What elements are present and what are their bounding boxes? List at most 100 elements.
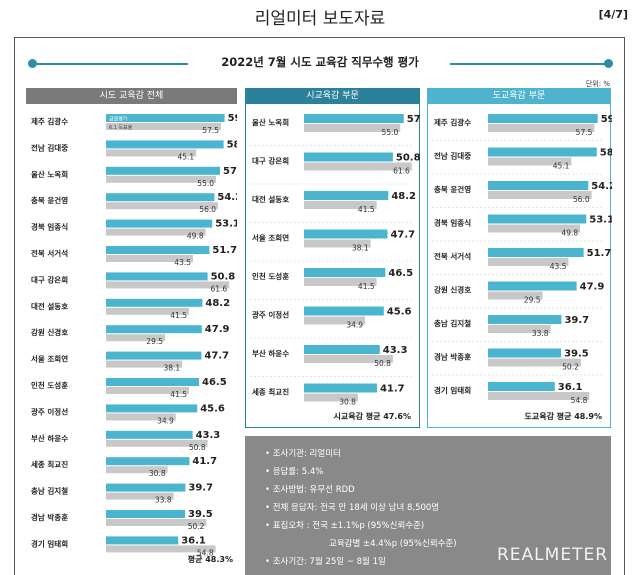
- bar-current: [106, 510, 185, 518]
- bar-previous: [488, 124, 595, 132]
- chart-city: 울산 노옥희 57.0 55.0 대구 강은희 50.8 61.6 대전 설동호 48.2 41…: [250, 114, 421, 407]
- value-label-current: 36.1: [558, 382, 583, 393]
- value-label-current: 59.3: [601, 114, 612, 125]
- bar-current: [304, 152, 393, 162]
- bar-current: [304, 383, 377, 393]
- bar-previous: [488, 258, 569, 266]
- value-label-previous: 55.0: [382, 128, 399, 137]
- bar-previous: [304, 124, 401, 132]
- category-label: 전남 김대중: [31, 142, 68, 152]
- category-label: 광주 이정선: [31, 406, 68, 416]
- title-dot-right: [604, 59, 613, 68]
- bar-current: [304, 229, 388, 239]
- category-label: 대구 강은희: [31, 274, 68, 284]
- bar-current: [488, 214, 587, 224]
- bar-previous: [106, 360, 183, 368]
- bar-current: [488, 248, 584, 257]
- panel-city: 시교육감 부문 울산 노옥희 57.0 55.0 대구 강은희 50.8 61.6 대전 설…: [245, 88, 421, 428]
- category-label: 서울 조희연: [31, 354, 68, 364]
- value-label-previous: 30.8: [149, 469, 166, 478]
- bar-current: [488, 382, 555, 391]
- bar-current: [106, 140, 224, 149]
- title-rule-right: [450, 63, 608, 65]
- bar-previous: [106, 413, 176, 421]
- value-label-current: 54.2: [217, 192, 237, 203]
- value-label-current: 57.0: [223, 166, 237, 177]
- info-agency: • 조사기관: 리얼미터: [265, 449, 341, 459]
- value-label-current: 50.8: [396, 153, 421, 164]
- bar-previous: [106, 175, 216, 183]
- value-label-previous: 45.1: [177, 152, 194, 161]
- content-frame: [14, 37, 625, 575]
- bar-current: [106, 298, 203, 307]
- value-label-previous: 34.9: [346, 321, 363, 330]
- bar-previous: [106, 545, 216, 553]
- category-label: 전북 서거석: [434, 251, 471, 261]
- value-label-current: 47.7: [390, 230, 415, 241]
- value-label-previous: 50.2: [188, 522, 205, 531]
- value-label-current: 53.1: [589, 215, 612, 226]
- value-label-previous: 50.2: [562, 363, 579, 372]
- bar-current: [106, 378, 199, 386]
- legend-current: 금월평가: [109, 116, 128, 123]
- value-label-current: 58.8: [227, 139, 237, 150]
- bar-previous: [106, 255, 193, 262]
- panel-province-header: 도교육감 부문: [428, 88, 610, 104]
- value-label-previous: 43.5: [174, 258, 191, 267]
- bar-previous: [304, 278, 377, 286]
- panel-city-header: 시교육감 부문: [246, 88, 419, 104]
- bar-previous: [106, 123, 221, 130]
- category-label: 경북 임종식: [31, 222, 68, 232]
- bar-previous: [106, 387, 189, 394]
- bar-current: [304, 114, 404, 123]
- bar-current: [106, 114, 225, 122]
- category-label: 울산 노옥희: [252, 117, 289, 127]
- bar-current: [106, 536, 179, 545]
- value-label-previous: 41.5: [170, 390, 187, 399]
- category-label: 울산 노옥희: [31, 169, 68, 179]
- bar-previous: [488, 325, 551, 333]
- category-label: 전북 서거석: [31, 248, 68, 258]
- bar-current: [304, 191, 389, 200]
- bar-current: [106, 246, 210, 254]
- category-label: 제주 김광수: [31, 116, 68, 126]
- bar-previous: [106, 228, 206, 236]
- category-label: 충북 윤건영: [434, 184, 471, 194]
- value-label-current: 50.8: [211, 271, 236, 282]
- value-label-current: 47.9: [205, 324, 230, 335]
- legend-previous: 6.1 득표율: [109, 125, 133, 131]
- bar-previous: [106, 202, 218, 210]
- category-label: 대전 설동호: [31, 301, 68, 311]
- category-label: 강원 신경호: [434, 285, 471, 295]
- value-label-previous: 41.5: [358, 282, 375, 291]
- value-label-current: 48.2: [205, 298, 230, 309]
- bar-current: [106, 193, 215, 202]
- value-label-current: 41.7: [380, 384, 405, 395]
- bar-previous: [304, 316, 366, 325]
- value-label-previous: 56.0: [199, 205, 216, 214]
- bar-current: [304, 306, 384, 316]
- value-label-previous: 55.0: [197, 179, 214, 188]
- bar-previous: [488, 157, 572, 166]
- category-label: 경남 박종훈: [434, 352, 471, 362]
- value-label-previous: 56.0: [573, 195, 590, 204]
- bar-previous: [106, 334, 165, 342]
- category-label: 세종 최교진: [31, 459, 68, 469]
- category-label: 제주 김광수: [434, 117, 471, 127]
- info-period: • 조사기간: 7월 25일 ~ 8월 1일: [265, 557, 386, 567]
- category-label: 경기 임태희: [31, 538, 68, 548]
- bar-current: [106, 351, 202, 360]
- category-label: 인천 도성훈: [252, 271, 289, 281]
- category-label: 인천 도성훈: [31, 380, 68, 390]
- info-margin-each: 교육감별 ±4.4%p (95%신뢰수준): [329, 539, 457, 549]
- page-number: [4/7]: [598, 8, 628, 21]
- survey-info-box: • 조사기관: 리얼미터 • 응답률: 5.4% • 조사방법: 유무선 RDD…: [245, 436, 611, 575]
- bar-current: [106, 219, 213, 228]
- value-label-current: 43.3: [383, 345, 408, 356]
- value-label-previous: 41.5: [170, 311, 187, 320]
- bar-current: [106, 430, 193, 439]
- value-label-previous: 30.8: [339, 398, 356, 407]
- value-label-previous: 33.8: [532, 329, 549, 338]
- category-label: 경기 임태희: [434, 385, 471, 395]
